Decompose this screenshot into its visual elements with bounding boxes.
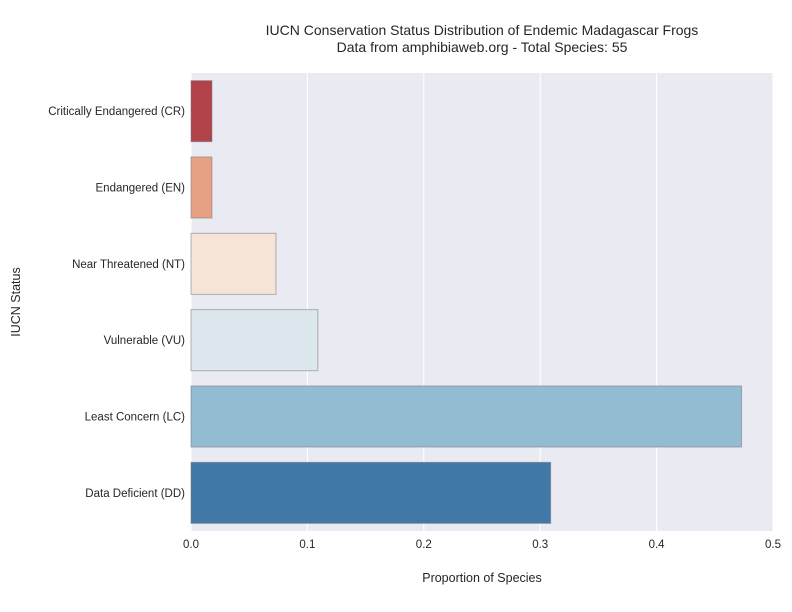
chart-title: IUCN Conservation Status Distribution of… [265, 22, 699, 38]
x-tick-label: 0.1 [299, 539, 315, 551]
y-tick-label: Endangered (EN) [96, 183, 186, 195]
x-tick-label: 0.2 [416, 539, 432, 551]
x-tick-label: 0.4 [649, 539, 666, 551]
y-tick-label: Critically Endangered (CR) [48, 106, 185, 118]
bar [190, 80, 213, 143]
x-axis-label: Proportion of Species [422, 571, 542, 585]
bar [190, 232, 277, 295]
y-tick-label: Least Concern (LC) [85, 412, 186, 424]
plot-background [191, 73, 773, 531]
y-axis-label: IUCN Status [9, 267, 23, 337]
y-tick-label: Vulnerable (VU) [104, 335, 186, 347]
bar [190, 156, 213, 219]
x-tick-label: 0.0 [183, 539, 199, 551]
y-tick-label: Data Deficient (DD) [85, 488, 185, 500]
x-tick-label: 0.3 [532, 539, 548, 551]
bar [190, 461, 552, 524]
x-tick-label: 0.5 [765, 539, 781, 551]
bar [190, 309, 319, 372]
y-tick-label: Near Threatened (NT) [72, 259, 185, 271]
bar [190, 385, 743, 448]
chart-subtitle: Data from amphibiaweb.org - Total Specie… [336, 39, 628, 55]
